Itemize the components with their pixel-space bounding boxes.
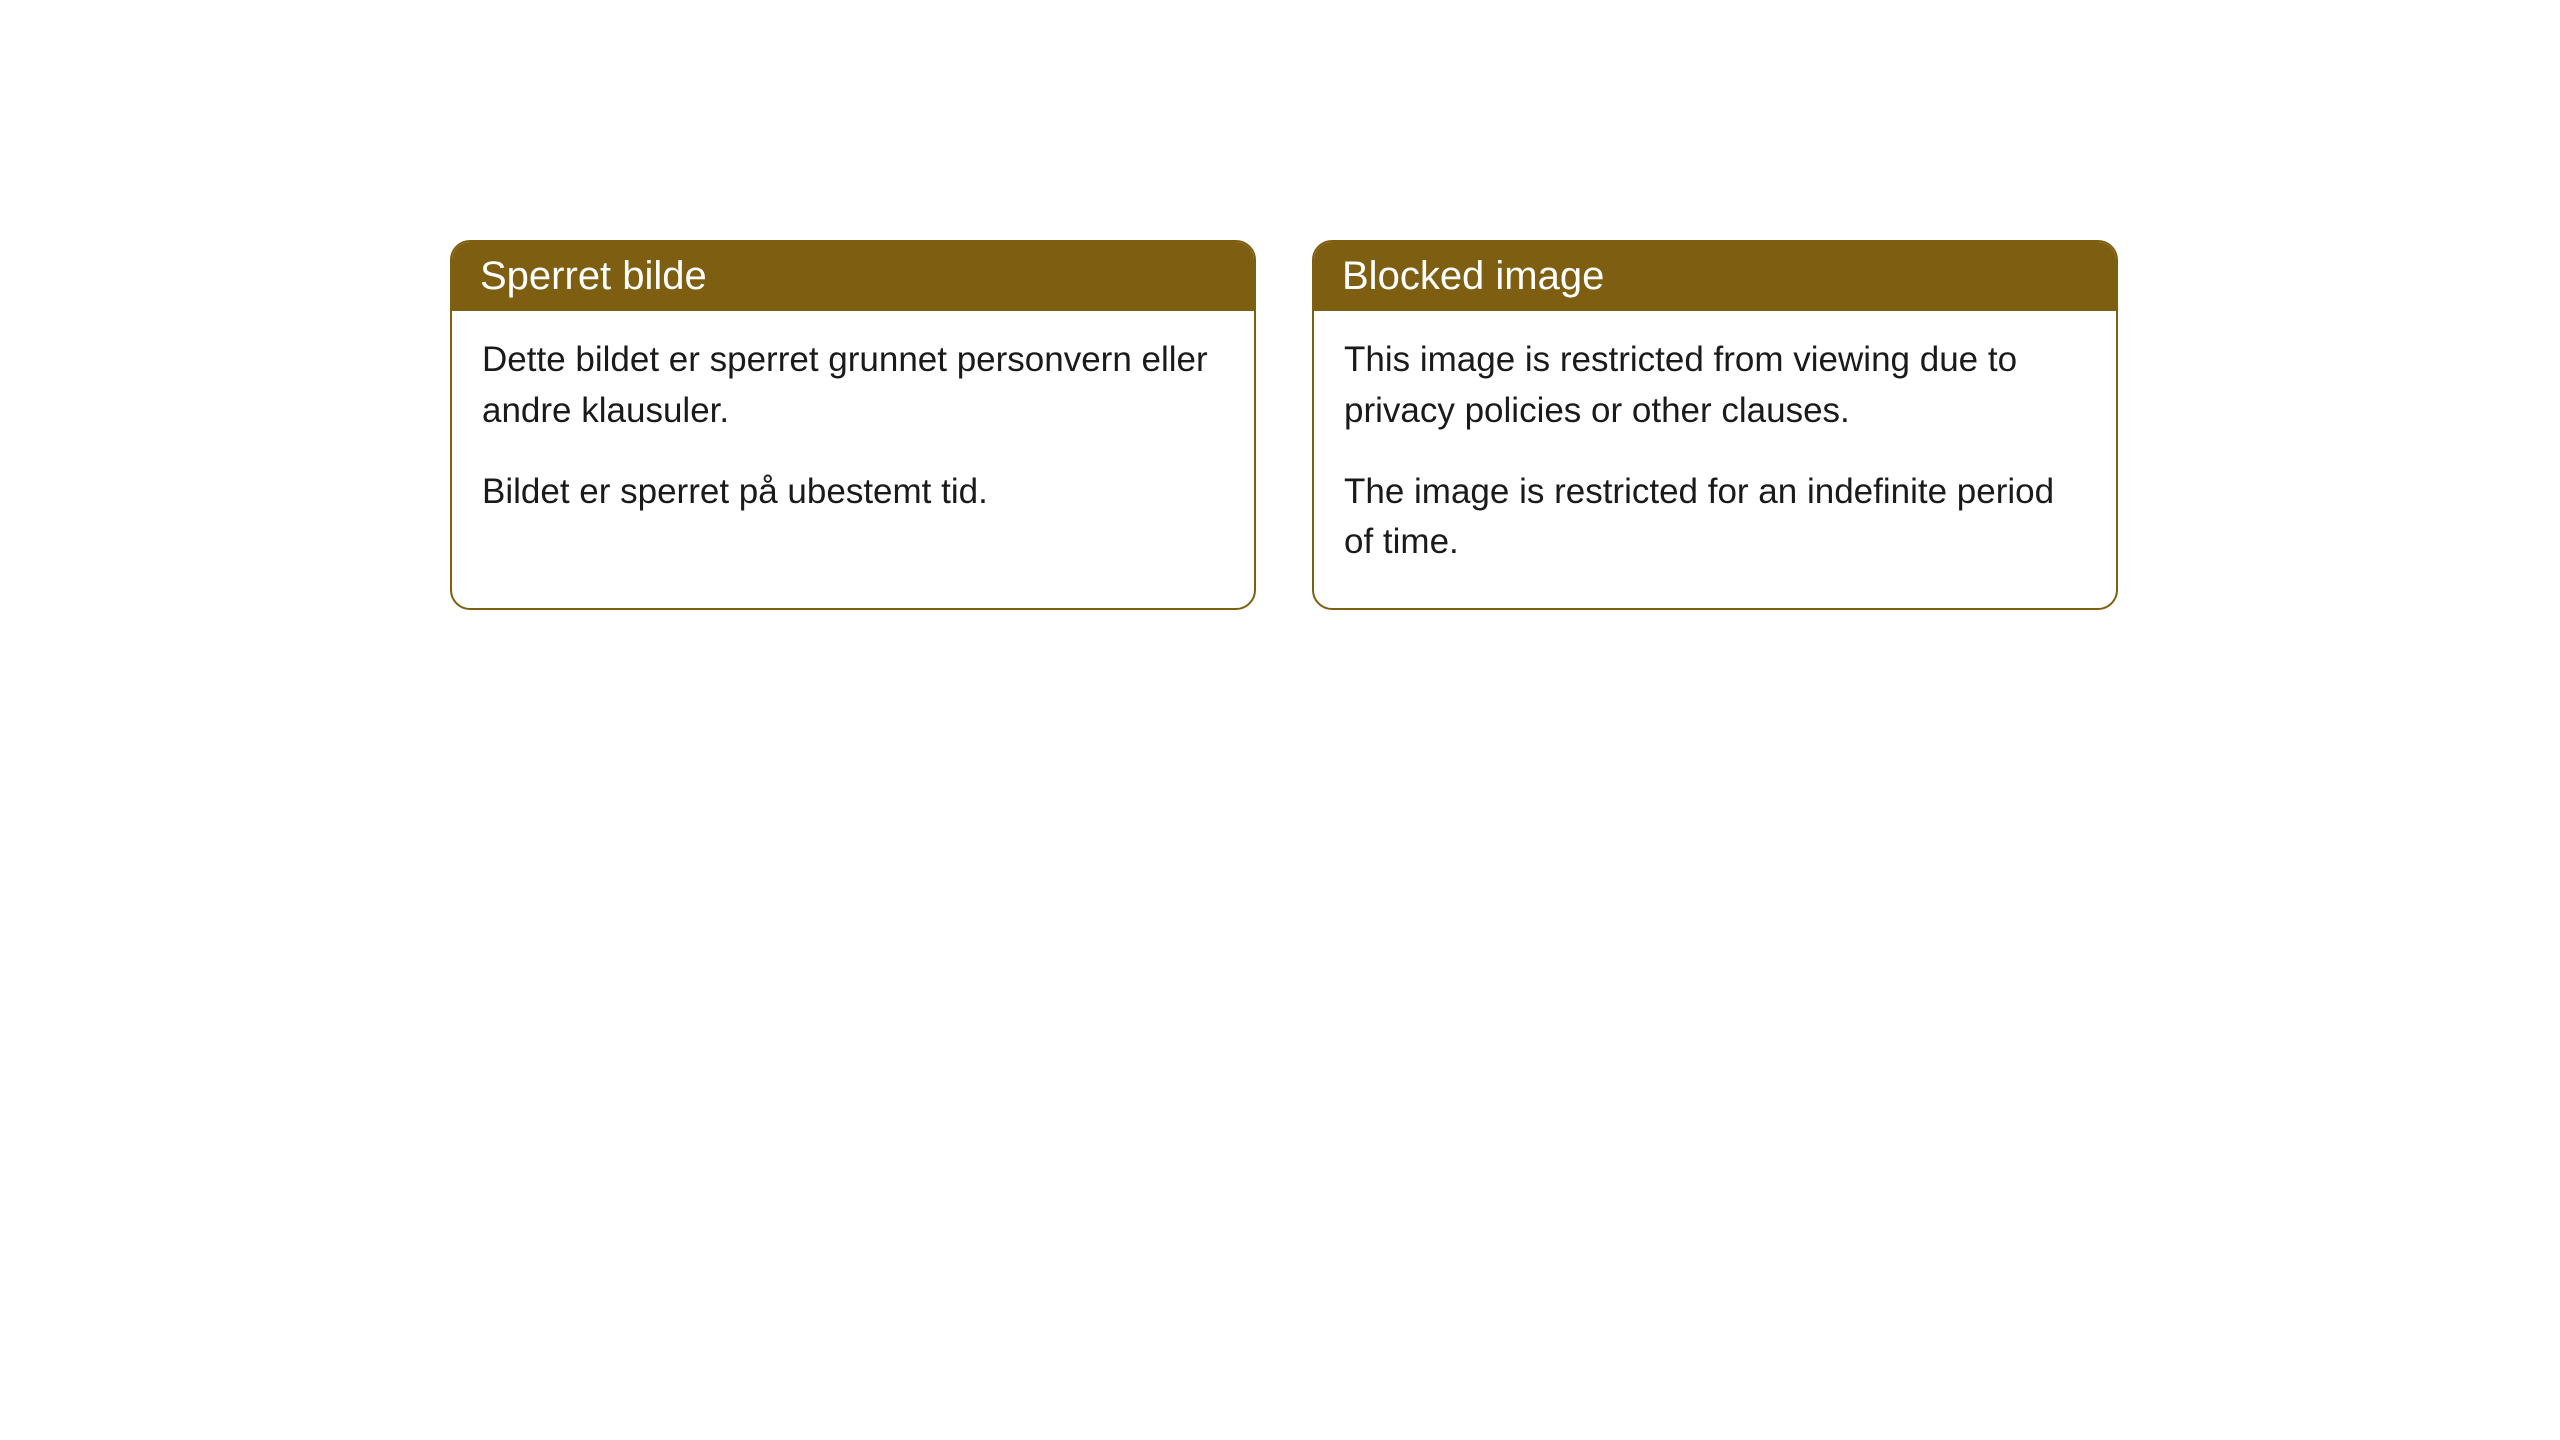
card-title: Blocked image xyxy=(1342,254,1604,298)
notice-cards-container: Sperret bilde Dette bildet er sperret gr… xyxy=(450,240,2560,610)
card-body: Dette bildet er sperret grunnet personve… xyxy=(452,311,1254,557)
card-title: Sperret bilde xyxy=(480,254,707,298)
card-paragraph: Dette bildet er sperret grunnet personve… xyxy=(482,335,1224,437)
card-header: Sperret bilde xyxy=(452,242,1254,311)
card-paragraph: Bildet er sperret på ubestemt tid. xyxy=(482,467,1224,518)
card-paragraph: The image is restricted for an indefinit… xyxy=(1344,467,2086,569)
card-paragraph: This image is restricted from viewing du… xyxy=(1344,335,2086,437)
blocked-image-card-norwegian: Sperret bilde Dette bildet er sperret gr… xyxy=(450,240,1256,610)
card-body: This image is restricted from viewing du… xyxy=(1314,311,2116,608)
blocked-image-card-english: Blocked image This image is restricted f… xyxy=(1312,240,2118,610)
card-header: Blocked image xyxy=(1314,242,2116,311)
